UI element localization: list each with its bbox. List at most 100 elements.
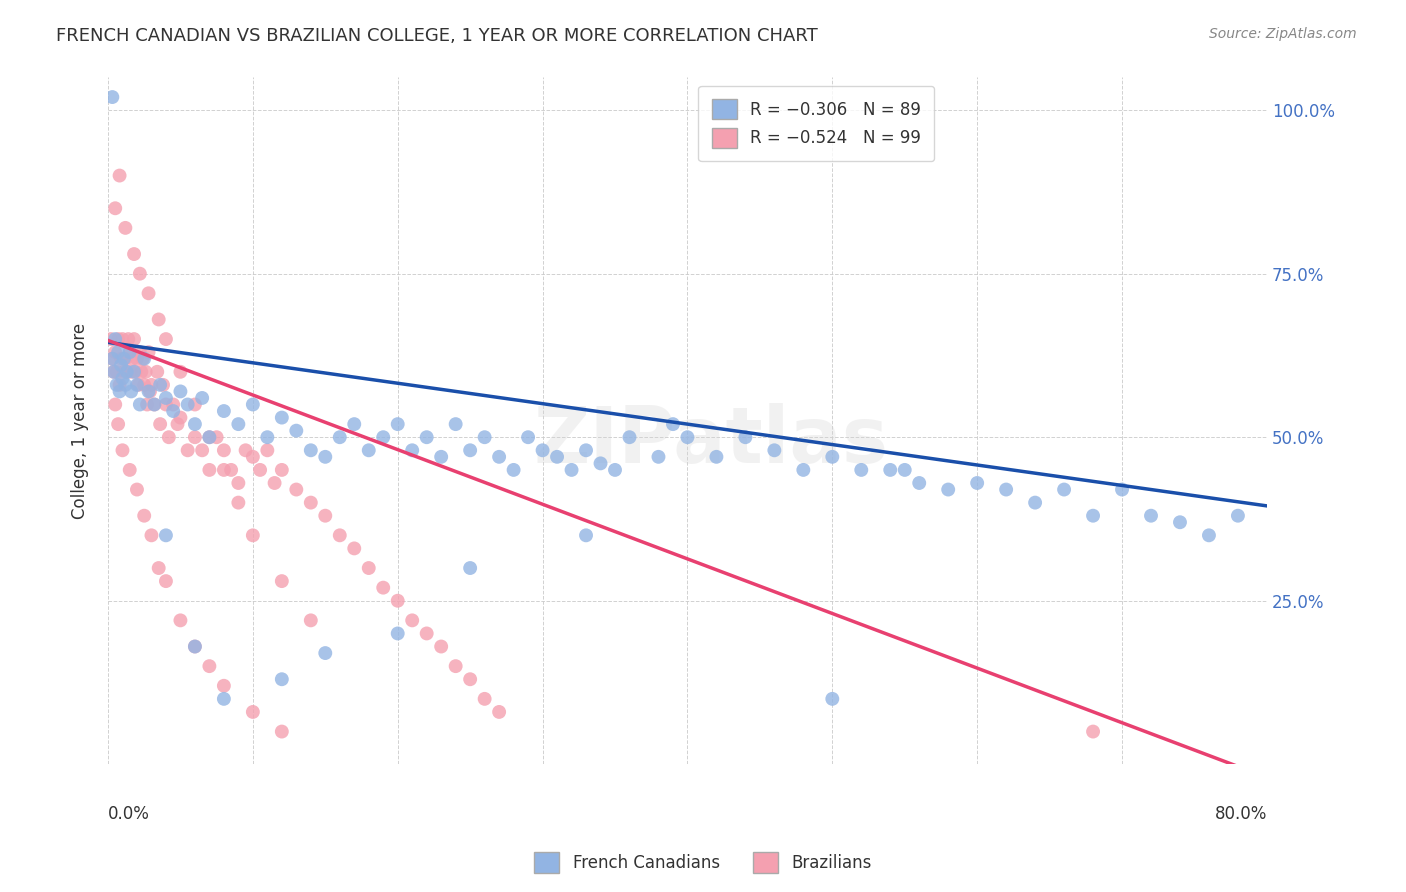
Point bbox=[1053, 483, 1076, 497]
Point bbox=[184, 640, 207, 654]
Point bbox=[792, 463, 814, 477]
Point bbox=[198, 430, 221, 444]
Point bbox=[134, 377, 156, 392]
Point bbox=[662, 417, 685, 431]
Point bbox=[122, 247, 145, 261]
Point bbox=[108, 377, 131, 392]
Y-axis label: College, 1 year or more: College, 1 year or more bbox=[72, 323, 89, 519]
Point bbox=[139, 384, 162, 399]
Point bbox=[1081, 508, 1104, 523]
Point bbox=[706, 450, 728, 464]
Point bbox=[100, 332, 122, 346]
Point bbox=[136, 397, 159, 411]
Point bbox=[104, 332, 127, 346]
Point bbox=[138, 345, 160, 359]
Point bbox=[138, 384, 160, 399]
Point bbox=[112, 351, 135, 366]
Point bbox=[198, 463, 221, 477]
Point bbox=[430, 450, 453, 464]
Point bbox=[138, 286, 160, 301]
Point bbox=[1140, 508, 1163, 523]
Point bbox=[285, 483, 308, 497]
Point bbox=[131, 365, 153, 379]
Point bbox=[146, 365, 169, 379]
Point bbox=[184, 397, 207, 411]
Point bbox=[219, 463, 242, 477]
Point bbox=[242, 397, 264, 411]
Point bbox=[125, 377, 148, 392]
Point bbox=[212, 691, 235, 706]
Point bbox=[228, 417, 250, 431]
Point bbox=[103, 365, 125, 379]
Point bbox=[212, 443, 235, 458]
Point bbox=[228, 495, 250, 509]
Point bbox=[176, 443, 198, 458]
Point bbox=[101, 351, 124, 366]
Point bbox=[561, 463, 583, 477]
Point bbox=[908, 475, 931, 490]
Point bbox=[149, 377, 172, 392]
Point bbox=[121, 351, 143, 366]
Point bbox=[155, 528, 177, 542]
Point bbox=[152, 377, 174, 392]
Point bbox=[127, 377, 149, 392]
Point bbox=[117, 332, 139, 346]
Point bbox=[155, 332, 177, 346]
Point bbox=[995, 483, 1018, 497]
Point bbox=[619, 430, 641, 444]
Point bbox=[1111, 483, 1133, 497]
Point bbox=[141, 377, 163, 392]
Point bbox=[821, 450, 844, 464]
Point bbox=[105, 365, 128, 379]
Point bbox=[134, 508, 156, 523]
Point bbox=[299, 443, 322, 458]
Text: 0.0%: 0.0% bbox=[108, 805, 150, 823]
Point bbox=[458, 561, 481, 575]
Point bbox=[132, 351, 155, 366]
Point bbox=[212, 463, 235, 477]
Point bbox=[851, 463, 873, 477]
Point bbox=[936, 483, 959, 497]
Point bbox=[256, 443, 278, 458]
Point bbox=[387, 593, 409, 607]
Point bbox=[110, 351, 132, 366]
Point bbox=[108, 169, 131, 183]
Point bbox=[401, 613, 423, 627]
Point bbox=[134, 351, 156, 366]
Point bbox=[415, 626, 437, 640]
Point bbox=[104, 201, 127, 215]
Text: 80.0%: 80.0% bbox=[1215, 805, 1267, 823]
Point bbox=[101, 90, 124, 104]
Point bbox=[108, 384, 131, 399]
Point bbox=[111, 371, 134, 385]
Point bbox=[458, 672, 481, 686]
Point bbox=[169, 410, 191, 425]
Point bbox=[401, 443, 423, 458]
Point bbox=[148, 312, 170, 326]
Point bbox=[198, 430, 221, 444]
Point bbox=[104, 397, 127, 411]
Point bbox=[125, 351, 148, 366]
Point bbox=[387, 417, 409, 431]
Point bbox=[270, 463, 292, 477]
Point bbox=[128, 397, 150, 411]
Point bbox=[205, 430, 228, 444]
Point bbox=[314, 450, 336, 464]
Point bbox=[256, 430, 278, 444]
Point bbox=[235, 443, 257, 458]
Point bbox=[474, 430, 496, 444]
Point bbox=[357, 443, 380, 458]
Point bbox=[107, 332, 129, 346]
Point bbox=[114, 377, 136, 392]
Point bbox=[169, 613, 191, 627]
Point bbox=[115, 365, 138, 379]
Point bbox=[104, 345, 127, 359]
Point bbox=[502, 463, 524, 477]
Point bbox=[141, 528, 163, 542]
Point bbox=[118, 463, 141, 477]
Point bbox=[162, 397, 184, 411]
Point bbox=[103, 365, 125, 379]
Point bbox=[120, 384, 142, 399]
Point bbox=[184, 640, 207, 654]
Point bbox=[169, 365, 191, 379]
